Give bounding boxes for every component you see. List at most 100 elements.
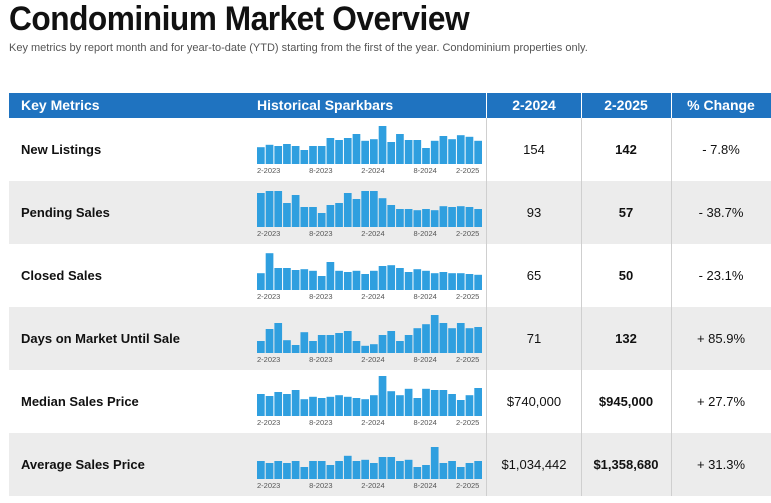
- spark-axis-label: 2-2025: [456, 355, 479, 363]
- spark-bar: [326, 396, 335, 416]
- spark-bar: [430, 273, 439, 290]
- spark-bar: [396, 341, 404, 353]
- spark-bar: [474, 209, 482, 227]
- spark-bar: [326, 465, 335, 479]
- spark-bar: [274, 392, 283, 416]
- spark-axis-label: 2-2023: [257, 355, 280, 363]
- spark-bar: [465, 207, 474, 227]
- spark-axis-label: 2-2023: [257, 418, 280, 426]
- spark-bar: [430, 447, 439, 479]
- spark-bar: [465, 328, 474, 353]
- column-divider: [581, 433, 582, 496]
- spark-bar: [283, 203, 291, 227]
- spark-axis-label: 8-2024: [413, 355, 436, 363]
- value-2024: $1,034,442: [501, 457, 567, 472]
- spark-axis-label: 2-2023: [257, 481, 280, 489]
- column-divider: [671, 370, 672, 433]
- column-divider: [671, 118, 672, 181]
- header-key-metrics: Key Metrics: [21, 97, 100, 113]
- sparkbar-chart: 2-2023 8-2023 2-2024 8-2024 2-2025: [257, 187, 483, 237]
- spark-bar: [257, 461, 265, 479]
- header-divider: [671, 93, 672, 118]
- sparkbar-chart: 2-2023 8-2023 2-2024 8-2024 2-2025: [257, 439, 483, 489]
- spark-bar: [274, 191, 283, 227]
- spark-bar: [413, 269, 422, 290]
- spark-bar: [456, 400, 465, 416]
- spark-axis-label: 2-2024: [361, 481, 384, 489]
- spark-axis-label: 2-2024: [361, 229, 384, 237]
- percent-change: + 27.7%: [696, 394, 746, 409]
- spark-bar: [430, 390, 439, 416]
- spark-bar: [257, 394, 265, 416]
- spark-axis-label: 2-2023: [257, 292, 280, 300]
- spark-bar: [291, 195, 300, 227]
- percent-change: + 31.3%: [696, 457, 746, 472]
- metric-label: New Listings: [21, 142, 102, 157]
- spark-bar: [291, 461, 300, 479]
- table-header: Key Metrics Historical Sparkbars 2-2024 …: [9, 93, 771, 118]
- spark-bar: [370, 270, 378, 290]
- spark-bar: [291, 270, 300, 290]
- spark-bar: [370, 344, 378, 353]
- spark-bar: [352, 398, 361, 416]
- spark-bar: [343, 396, 352, 416]
- spark-bar: [413, 467, 422, 479]
- spark-bar: [343, 272, 352, 290]
- spark-bar: [378, 457, 387, 479]
- value-2025: 132: [615, 331, 637, 346]
- spark-bar: [404, 140, 413, 164]
- spark-bar: [474, 274, 482, 290]
- value-2024: 65: [526, 268, 542, 283]
- spark-bar: [430, 210, 439, 227]
- spark-axis-label: 8-2024: [413, 481, 436, 489]
- spark-bar: [265, 144, 274, 164]
- spark-bar: [343, 193, 352, 227]
- spark-bar: [317, 461, 326, 479]
- spark-axis-label: 2-2024: [361, 355, 384, 363]
- spark-bar: [265, 329, 274, 353]
- column-divider: [486, 118, 487, 181]
- header-sparkbars: Historical Sparkbars: [257, 97, 394, 113]
- spark-bar: [430, 315, 439, 353]
- spark-bar: [474, 140, 482, 164]
- spark-bar: [317, 213, 326, 227]
- value-2024: 154: [523, 142, 545, 157]
- spark-bar: [413, 328, 422, 353]
- spark-bar: [422, 324, 430, 353]
- spark-bar: [378, 126, 387, 164]
- spark-bar: [283, 340, 291, 353]
- spark-axis-label: 8-2023: [309, 355, 332, 363]
- header-pct-change: % Change: [687, 97, 755, 113]
- spark-bar: [300, 467, 309, 479]
- spark-bar: [352, 270, 361, 290]
- spark-bar: [309, 341, 317, 353]
- spark-bar: [317, 335, 326, 353]
- spark-bar: [370, 191, 378, 227]
- spark-bar: [404, 335, 413, 353]
- spark-bar: [265, 253, 274, 290]
- spark-axis-label: 8-2024: [413, 229, 436, 237]
- spark-bar: [317, 276, 326, 290]
- spark-axis-label: 2-2024: [361, 292, 384, 300]
- spark-bar: [361, 140, 369, 164]
- spark-bar: [361, 399, 369, 416]
- spark-bar: [378, 266, 387, 290]
- value-2025: $1,358,680: [593, 457, 659, 472]
- table-body: New Listings 2-2023 8-2023 2-2024 8-2024 2-20…: [9, 118, 771, 496]
- spark-bar: [283, 394, 291, 416]
- spark-axis-label: 8-2024: [413, 292, 436, 300]
- spark-bar: [317, 146, 326, 164]
- spark-bar: [274, 461, 283, 479]
- spark-bar: [370, 139, 378, 164]
- spark-bar: [274, 323, 283, 353]
- spark-axis-label: 2-2025: [456, 229, 479, 237]
- spark-bar: [352, 199, 361, 227]
- spark-bar: [465, 274, 474, 290]
- column-divider: [671, 244, 672, 307]
- header-2024: 2-2024: [512, 97, 556, 113]
- spark-axis-label: 2-2025: [456, 166, 479, 174]
- table-row-pending-sales: Pending Sales 2-2023 8-2023 2-2024 8-2024 2-2…: [9, 181, 771, 244]
- spark-bar: [257, 273, 265, 290]
- spark-bar: [439, 463, 448, 479]
- spark-bar: [422, 270, 430, 290]
